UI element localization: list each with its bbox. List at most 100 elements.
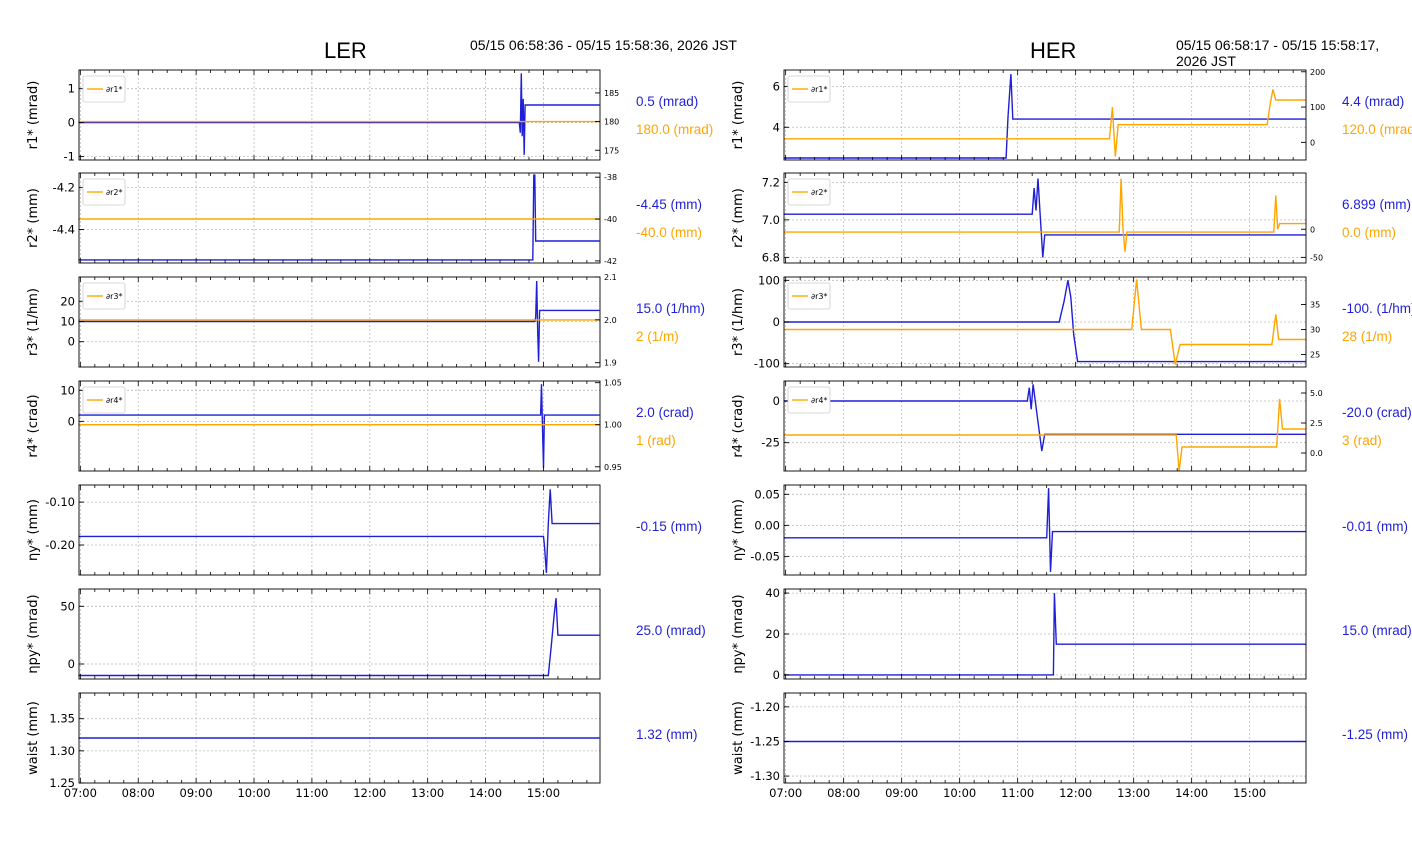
series-line-orange xyxy=(783,279,1306,365)
panel-frame xyxy=(783,484,1307,576)
y-tick-label: 0 xyxy=(68,116,75,130)
x-tick-label: 08:00 xyxy=(827,786,860,800)
x-tick-label: 11:00 xyxy=(1001,786,1034,800)
y-tick-label: 10 xyxy=(60,383,75,397)
legend: ∂r2* xyxy=(787,178,831,206)
x-tick-label: 15:00 xyxy=(527,786,560,800)
panel-frame xyxy=(78,588,601,680)
her-time-range: 05/15 06:58:17 - 05/15 15:58:17, 2026 JS… xyxy=(1176,37,1380,69)
right-y-tick-label: 2.5 xyxy=(1310,419,1323,428)
y-tick-label: 0.00 xyxy=(754,518,780,532)
x-tick-label: 14:00 xyxy=(469,786,502,800)
series-line-blue xyxy=(78,174,600,261)
her-panel-7: -1.30 -1.25 -1.20 waist (mm) -1.25 (mm) 07:00… xyxy=(731,692,1408,800)
right-y-tick-label: 1.00 xyxy=(604,421,622,430)
x-tick-label: 07:00 xyxy=(64,786,97,800)
y-tick-label: 20 xyxy=(60,294,75,308)
x-tick-label: 13:00 xyxy=(1117,786,1150,800)
series-line-blue xyxy=(78,489,600,573)
x-tick-label: 09:00 xyxy=(885,786,918,800)
right-y-tick-label: 100 xyxy=(1310,103,1325,112)
right-y-tick-label: 1.05 xyxy=(604,379,622,388)
y-tick-label: 0 xyxy=(773,394,780,408)
her-panel-3: -100 0 100 25 30 35 r3* (1/hm) ∂r3* -100. (1/hm)… xyxy=(731,273,1412,370)
panel-frame xyxy=(783,380,1307,472)
readout-secondary: 1 (rad) xyxy=(636,433,676,448)
her-title: HER xyxy=(1030,38,1077,63)
y-tick-label: -1 xyxy=(64,150,75,164)
series-line-blue xyxy=(783,280,1306,363)
legend: ∂r1* xyxy=(82,75,126,103)
legend: ∂r3* xyxy=(787,282,831,310)
right-y-tick-label: 0 xyxy=(1310,138,1315,147)
y-tick-label: -0.10 xyxy=(45,495,75,509)
readout-primary: -1.25 (mm) xyxy=(1342,727,1408,742)
right-y-tick-label: 25 xyxy=(1310,351,1320,360)
y-axis-label: r2* (mm) xyxy=(26,188,41,248)
ler-panel-2: -4.4 -4.2 -42 -40 -38 r2* (mm) ∂r2* -4.45 (mm) -… xyxy=(26,172,702,266)
y-tick-label: 100 xyxy=(758,273,780,287)
y-axis-label: r2* (mm) xyxy=(731,188,746,248)
panel-frame xyxy=(78,692,601,784)
y-axis-label: r4* (crad) xyxy=(731,394,746,457)
right-y-tick-label: 5.0 xyxy=(1310,389,1323,398)
y-axis-label: r4* (crad) xyxy=(26,394,41,457)
y-tick-label: -1.20 xyxy=(750,700,780,714)
right-y-tick-label: 0 xyxy=(1310,225,1315,234)
y-tick-label: 0.05 xyxy=(754,487,780,501)
y-tick-label: 1.30 xyxy=(49,744,75,758)
readout-primary: 0.5 (mrad) xyxy=(636,94,698,109)
legend-label: ∂r1* xyxy=(811,85,828,94)
her-panel-1: 4 6 0 100 200 r1* (mrad) ∂r1* 4.4 (mrad) 120.0 (… xyxy=(731,68,1412,161)
legend: ∂r1* xyxy=(787,75,831,103)
readout-primary: -0.15 (mm) xyxy=(636,519,702,534)
series-line-orange xyxy=(783,178,1306,252)
y-tick-label: 6 xyxy=(773,79,780,93)
ler-panel-1: -1 0 1 175 180 185 r1* (mrad) ∂r1* 0.5 (mrad) 180… xyxy=(26,69,713,164)
legend-label: ∂r3* xyxy=(811,292,828,301)
right-y-tick-label: -38 xyxy=(604,173,617,182)
legend: ∂r2* xyxy=(82,178,126,206)
right-y-tick-label: 200 xyxy=(1310,68,1325,77)
x-tick-label: 13:00 xyxy=(411,786,444,800)
y-tick-label: -25 xyxy=(761,436,780,450)
y-tick-label: 0 xyxy=(68,414,75,428)
readout-primary: 15.0 (mrad) xyxy=(1342,623,1412,638)
y-tick-label: 7.0 xyxy=(762,213,780,227)
x-tick-label: 12:00 xyxy=(1059,786,1092,800)
panel-frame xyxy=(783,69,1307,161)
legend: ∂r4* xyxy=(82,386,126,414)
series-line-blue xyxy=(78,598,600,677)
y-tick-label: -4.4 xyxy=(53,223,75,237)
x-tick-label: 14:00 xyxy=(1175,786,1208,800)
readout-primary: 25.0 (mrad) xyxy=(636,623,706,638)
right-y-tick-label: 180 xyxy=(604,118,619,127)
series-line-orange xyxy=(783,89,1306,157)
series-line-blue xyxy=(783,488,1306,572)
her-panel-6: 0 20 40 ηpy* (mrad) 15.0 (mrad) xyxy=(731,586,1412,682)
readout-secondary: 180.0 (mrad) xyxy=(636,122,713,137)
ler-title: LER xyxy=(324,38,367,63)
ler-time-range: 05/15 06:58:36 - 05/15 15:58:36, 2026 JS… xyxy=(470,37,737,53)
y-tick-label: 0 xyxy=(773,315,780,329)
y-axis-label: r1* (mrad) xyxy=(26,81,41,150)
ler-panel-3: 0 10 20 1.9 2.0 2.1 r3* (1/hm) ∂r3* 15.0 (1/hm) 2… xyxy=(26,273,705,368)
legend-label: ∂r4* xyxy=(106,396,123,405)
series-line-blue xyxy=(78,384,600,468)
y-tick-label: 1.35 xyxy=(49,712,75,726)
x-tick-label: 15:00 xyxy=(1233,786,1266,800)
right-y-tick-label: -42 xyxy=(604,257,617,266)
y-tick-label: 0 xyxy=(773,668,780,682)
readout-primary: 2.0 (crad) xyxy=(636,405,694,420)
her-panel-2: 6.8 7.0 7.2 -50 0 r2* (mm) ∂r2* 6.899 (mm) 0.0 (… xyxy=(731,172,1411,264)
y-tick-label: -1.30 xyxy=(750,769,780,783)
readout-primary: 6.899 (mm) xyxy=(1342,197,1411,212)
panel-frame xyxy=(78,172,601,264)
y-axis-label: ηpy* (mrad) xyxy=(26,594,41,673)
y-tick-label: 1.25 xyxy=(49,776,75,790)
readout-secondary: 0.0 (mm) xyxy=(1342,225,1396,240)
right-y-tick-label: 30 xyxy=(1310,326,1320,335)
readout-primary: -0.01 (mm) xyxy=(1342,519,1408,534)
y-tick-label: 0 xyxy=(68,335,75,349)
readout-primary: -20.0 (crad) xyxy=(1342,405,1412,420)
